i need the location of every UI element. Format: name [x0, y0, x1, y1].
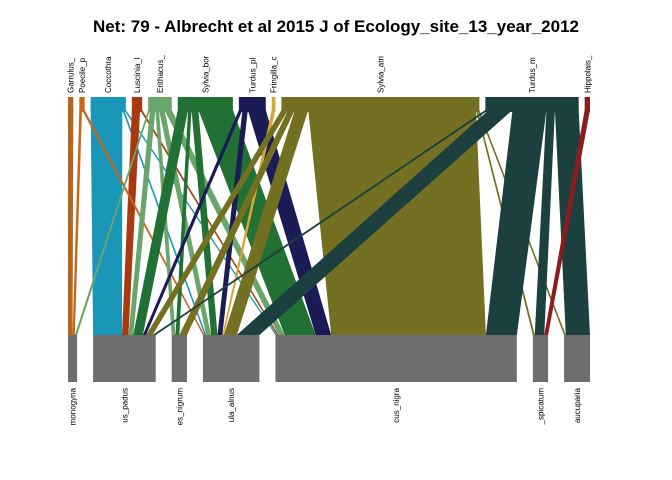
lower-box-us-padus	[93, 335, 156, 382]
higher-label-hippolais: Hippolais_	[583, 55, 592, 93]
higher-label-fringilla-c: Fringilla_c	[270, 57, 279, 93]
link-turdus-m-to-spicatum	[534, 110, 555, 335]
higher-label-turdus-m: Turdus_m	[528, 57, 537, 93]
higher-level-boxes: Garrulus_ Poecile_p Coccothra Luscinia_l Eri…	[67, 55, 592, 112]
link-sylvia-atri-to-ula-alnus	[223, 110, 309, 335]
link-sylvia-bor-to-es-nigrum	[175, 110, 192, 335]
lower-label-aucuparia: aucuparia	[573, 387, 582, 423]
link-turdus-pl-to-us-padus	[142, 110, 243, 335]
higher-box-hippolais	[584, 97, 590, 112]
link-hippolais-to-spicatum	[544, 110, 590, 335]
higher-box-luscinia-l	[131, 97, 143, 112]
link-poecile-p-to-monogyna	[72, 110, 82, 335]
link-erithacus-to-us-padus	[128, 110, 156, 335]
lower-box-es-nigrum	[171, 335, 187, 382]
lower-label-cus-nigra: cus_nigra	[392, 387, 401, 422]
higher-box-garrulus	[68, 97, 74, 112]
lower-box-monogyna	[68, 335, 78, 382]
lower-level-boxes: monogyna us_padus es_nigrum ula_alnus cus_ni…	[68, 335, 590, 425]
higher-box-sylvia-bor	[177, 97, 233, 112]
lower-label-es-nigrum: es_nigrum	[175, 388, 184, 426]
link-turdus-pl-to-ula-alnus	[217, 110, 248, 335]
lower-label-ula-alnus: ula_alnus	[227, 388, 236, 422]
link-turdus-m-to-aucuparia	[554, 110, 590, 335]
higher-label-turdus-pl: Turdus_pl	[248, 58, 257, 94]
link-erithacus-to-monogyna	[74, 110, 150, 335]
higher-box-sylvia-atri	[281, 97, 480, 112]
higher-box-erithacus	[148, 97, 172, 112]
link-turdus-m-to-ula-alnus	[236, 110, 513, 335]
higher-label-sylvia-bor: Sylvia_bor	[201, 55, 210, 93]
higher-label-erithacus: Erithacus_	[156, 55, 165, 93]
higher-label-luscinia-l: Luscinia_l	[133, 57, 142, 93]
plot-title: Net: 79 - Albrecht et al 2015 J of Ecolo…	[93, 17, 579, 36]
lower-label-monogyna: monogyna	[69, 387, 78, 425]
higher-label-poecile-p: Poecile_p	[78, 57, 87, 93]
link-turdus-m-to-us-padus	[152, 110, 489, 335]
lower-box-aucuparia	[564, 335, 590, 382]
lower-box-cus-nigra	[275, 335, 517, 382]
link-turdus-m-to-cus-nigra	[485, 110, 547, 335]
link-garrulus-to-monogyna	[68, 110, 74, 335]
lower-label-us-padus: us_padus	[120, 388, 129, 423]
link-sylvia-bor-to-cus-nigra	[198, 110, 316, 335]
link-sylvia-bor-to-us-padus	[133, 110, 189, 335]
higher-label-coccothra: Coccothra	[104, 56, 113, 93]
higher-box-poecile-p	[79, 97, 85, 112]
higher-box-coccothra	[90, 97, 126, 112]
higher-box-turdus-pl	[238, 97, 266, 112]
link-coccothra-to-us-padus	[90, 110, 123, 335]
higher-box-fringilla-c	[271, 97, 276, 112]
link-sylvia-atri-to-us-padus	[146, 110, 289, 335]
higher-label-garrulus: Garrulus_	[67, 57, 76, 93]
lower-box-ula-alnus	[202, 335, 260, 382]
lower-label-spicatum: _spicatum	[536, 388, 545, 426]
link-luscinia-l-to-us-padus	[122, 110, 141, 335]
links-layer	[68, 110, 590, 335]
lower-box-spicatum	[532, 335, 549, 382]
link-sylvia-atri-to-es-nigrum	[179, 110, 295, 335]
higher-box-turdus-m	[485, 97, 579, 112]
higher-label-sylvia-atri: Sylvia_atri	[376, 56, 385, 93]
